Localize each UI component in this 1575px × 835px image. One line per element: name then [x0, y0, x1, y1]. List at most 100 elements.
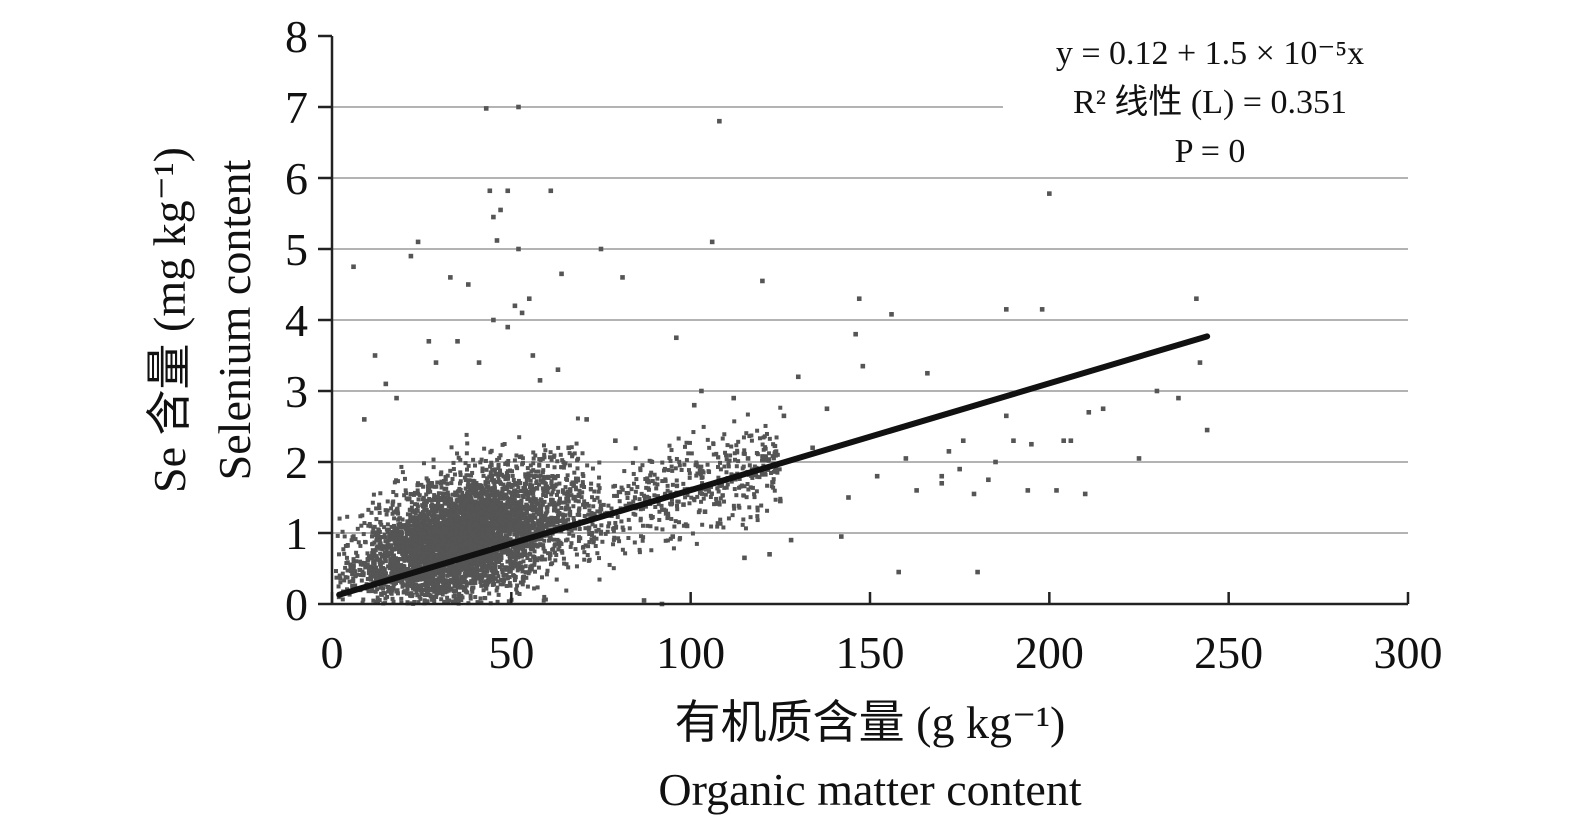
data-point — [399, 565, 403, 569]
data-point — [431, 515, 435, 519]
data-point — [343, 566, 347, 570]
data-point — [484, 482, 488, 486]
data-point — [540, 517, 544, 521]
data-point — [612, 494, 616, 498]
data-point — [660, 527, 664, 531]
data-point — [354, 574, 358, 578]
data-point — [354, 551, 358, 555]
data-point — [718, 461, 722, 465]
data-point — [399, 539, 403, 543]
data-point — [507, 533, 511, 537]
data-point — [441, 491, 445, 495]
data-point — [516, 524, 520, 528]
data-point — [533, 453, 537, 457]
data-point — [488, 507, 492, 511]
data-point — [549, 450, 553, 454]
data-point — [444, 487, 448, 491]
data-point — [564, 461, 568, 465]
data-point — [554, 518, 558, 522]
data-point — [549, 492, 553, 496]
data-point — [407, 557, 411, 561]
data-point — [484, 587, 488, 591]
data-point — [741, 517, 745, 521]
data-point — [764, 447, 768, 451]
data-point — [755, 514, 759, 518]
data-point — [531, 554, 535, 558]
data-point — [523, 488, 527, 492]
data-point — [439, 470, 443, 474]
data-point — [549, 481, 553, 485]
data-point — [562, 557, 566, 561]
data-point — [360, 579, 364, 583]
data-point — [473, 521, 477, 525]
data-point — [695, 542, 699, 546]
data-point — [423, 532, 427, 536]
data-point — [374, 530, 378, 534]
data-point — [449, 499, 453, 503]
data-point — [712, 502, 716, 506]
data-point — [341, 572, 345, 576]
data-point — [686, 451, 690, 455]
data-point — [577, 506, 581, 510]
data-point — [737, 504, 741, 508]
data-point — [763, 458, 767, 462]
data-point — [446, 599, 450, 603]
data-point — [457, 497, 461, 501]
data-point — [617, 490, 621, 494]
data-point — [662, 508, 666, 512]
data-point — [505, 487, 509, 491]
data-point — [700, 476, 704, 480]
data-point — [345, 556, 349, 560]
data-point — [383, 556, 387, 560]
data-point — [367, 567, 371, 571]
data-point — [634, 490, 638, 494]
data-point — [613, 521, 617, 525]
data-point — [453, 490, 457, 494]
data-point — [535, 479, 539, 483]
data-point — [508, 584, 512, 588]
data-point — [480, 503, 484, 507]
data-point — [529, 479, 533, 483]
data-point — [445, 482, 449, 486]
data-point — [564, 520, 568, 524]
data-point — [515, 515, 519, 519]
data-point — [377, 503, 381, 507]
data-point — [422, 508, 426, 512]
data-point — [503, 515, 507, 519]
data-point — [574, 487, 578, 491]
data-point — [392, 516, 396, 520]
data-point — [675, 478, 679, 482]
data-point — [685, 441, 689, 445]
data-point — [568, 463, 572, 467]
data-point — [513, 578, 517, 582]
data-point — [493, 577, 497, 581]
data-point — [736, 440, 740, 444]
data-point — [436, 495, 440, 499]
data-point — [688, 441, 692, 445]
data-point — [734, 443, 738, 447]
data-point — [749, 515, 753, 519]
data-point — [441, 593, 445, 597]
data-point — [764, 424, 768, 428]
data-point — [407, 527, 411, 531]
data-point — [590, 495, 594, 499]
data-point — [544, 484, 548, 488]
data-point — [594, 537, 598, 541]
data-point — [612, 538, 616, 542]
data-point — [466, 508, 470, 512]
data-point — [491, 486, 495, 490]
data-point — [504, 493, 508, 497]
data-point — [631, 461, 635, 465]
data-point — [337, 552, 341, 556]
data-point — [451, 461, 455, 465]
data-point — [608, 563, 612, 567]
data-point — [420, 584, 424, 588]
data-point — [486, 527, 490, 531]
data-point — [422, 541, 426, 545]
data-point — [455, 573, 459, 577]
data-point — [653, 505, 657, 509]
data-point — [400, 526, 404, 530]
data-point — [582, 485, 586, 489]
data-point — [451, 504, 455, 508]
data-point — [587, 532, 591, 536]
